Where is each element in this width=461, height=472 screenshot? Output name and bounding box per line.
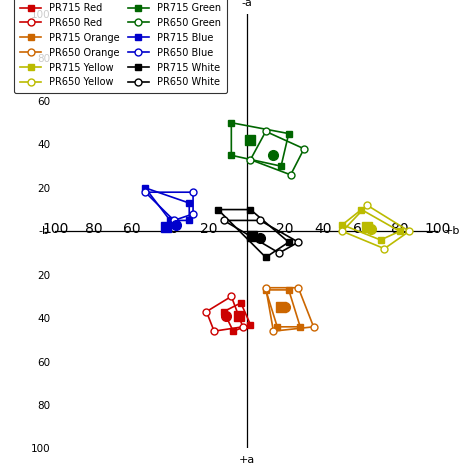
Text: -a: -a (241, 0, 252, 8)
Text: +b: +b (443, 226, 460, 236)
Legend: PR715 Red, PR650 Red, PR715 Orange, PR650 Orange, PR715 Yellow, PR650 Yellow, PR: PR715 Red, PR650 Red, PR715 Orange, PR65… (14, 0, 227, 93)
Text: +a: +a (238, 455, 255, 465)
Text: -b: -b (39, 226, 50, 236)
